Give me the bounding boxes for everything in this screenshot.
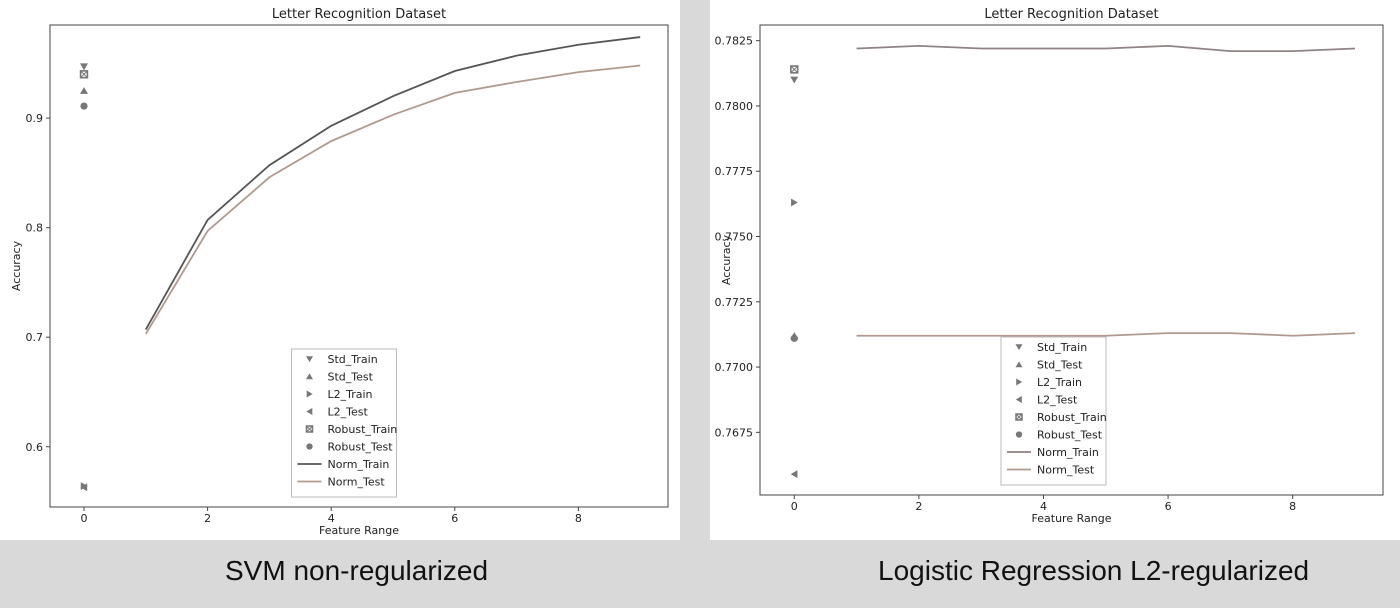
y-tick-label: 0.7 <box>26 331 44 344</box>
legend-swatch-robust-train-hatch-b <box>306 425 313 433</box>
legend-label-robust-test: Robust_Test <box>328 441 394 454</box>
legend-swatch-robust-train <box>1015 413 1023 421</box>
marker-robust-train-hatch-b <box>790 65 799 74</box>
legend-swatch-std-test <box>306 373 313 380</box>
y-tick-label: 0.7675 <box>715 426 754 439</box>
legend-label-robust-train: Robust_Train <box>328 423 398 436</box>
legend-label-l2-train: L2_Train <box>1037 376 1082 389</box>
legend-swatch-robust-train-hatch-b <box>1015 413 1023 421</box>
y-tick-label: 0.7825 <box>715 35 754 48</box>
chart-title: Letter Recognition Dataset <box>272 7 446 22</box>
legend-box <box>1000 336 1107 486</box>
legend-swatch-robust-test <box>1015 431 1023 438</box>
marker-robust-train-hatch-b <box>80 70 88 79</box>
legend-swatch-robust-train <box>305 425 314 433</box>
y-tick-label: 0.8 <box>26 222 44 235</box>
legend-label-robust-test: Robust_Test <box>1037 429 1103 442</box>
legend: Std_Train Std_Test L2_Train L2_Test Robust_T… <box>291 348 398 498</box>
y-tick-label: 0.9 <box>26 112 44 125</box>
marker-robust-test <box>790 334 798 342</box>
legend-label-norm-test: Norm_Test <box>328 476 386 489</box>
chart-panel-svm: Letter Recognition Dataset Feature Range A… <box>0 0 680 540</box>
y-tick-label: 0.6 <box>26 441 44 454</box>
x-tick-label: 0 <box>791 500 798 513</box>
marker-std-test <box>79 87 88 94</box>
legend-label-robust-train: Robust_Train <box>1037 411 1107 424</box>
series-line-norm-train <box>856 44 1356 53</box>
y-axis-label: Accuracy <box>720 234 733 285</box>
x-tick-label: 6 <box>1165 500 1172 513</box>
legend-label-l2-train: L2_Train <box>328 388 373 401</box>
marker-l2-test <box>790 470 798 479</box>
legend-label-std-train: Std_Train <box>1037 341 1087 354</box>
x-tick-label: 2 <box>204 512 211 525</box>
x-tick-label: 8 <box>575 512 582 525</box>
x-tick-label: 8 <box>1289 500 1296 513</box>
marker-std-train <box>79 63 88 71</box>
legend-label-l2-test: L2_Test <box>1037 394 1078 407</box>
legend-label-std-train: Std_Train <box>328 353 378 366</box>
chart-title: Letter Recognition Dataset <box>984 7 1158 22</box>
x-tick-label: 2 <box>915 500 922 513</box>
x-axis-label: Feature Range <box>319 524 399 537</box>
y-tick-label: 0.7775 <box>715 165 754 178</box>
legend-swatch-l2-test <box>306 408 313 415</box>
legend-label-norm-test: Norm_Test <box>1037 464 1095 477</box>
legend-label-std-test: Std_Test <box>1037 359 1083 372</box>
legend-label-std-test: Std_Test <box>328 371 374 384</box>
x-axis-label: Feature Range <box>1032 512 1112 525</box>
legend-label-l2-test: L2_Test <box>328 406 369 419</box>
legend-swatch-l2-test <box>1015 396 1022 403</box>
legend-swatch-robust-test <box>306 443 313 450</box>
marker-std-train <box>790 76 799 84</box>
chart-logreg-accuracy: Letter Recognition Dataset Feature Range A… <box>715 7 1384 525</box>
chart-panel-logreg: Letter Recognition Dataset Feature Range A… <box>710 0 1400 540</box>
series-line-norm-test <box>145 64 641 335</box>
series-line-norm-train <box>145 36 641 330</box>
y-tick-label: 0.7800 <box>715 100 754 113</box>
y-tick-label: 0.7750 <box>715 231 754 244</box>
legend: Std_Train Std_Test L2_Train L2_Test Robust_T… <box>1000 336 1107 486</box>
legend-label-norm-train: Norm_Train <box>328 458 390 471</box>
chart-svm-accuracy: Letter Recognition Dataset Feature Range A… <box>10 7 669 537</box>
x-tick-label: 6 <box>451 512 458 525</box>
marker-l2-test <box>80 483 88 492</box>
y-axis-label: Accuracy <box>10 240 23 291</box>
legend-box <box>291 348 397 498</box>
marker-robust-test <box>80 102 88 110</box>
legend-swatch-std-train <box>1015 344 1023 351</box>
x-tick-label: 4 <box>1040 500 1047 513</box>
marker-robust-train <box>790 65 799 74</box>
y-tick-label: 0.7700 <box>715 361 754 374</box>
x-tick-label: 0 <box>80 512 87 525</box>
caption-svm: SVM non-regularized <box>225 555 489 586</box>
legend-swatch-l2-train <box>306 390 313 398</box>
x-tick-label: 4 <box>328 512 335 525</box>
legend-swatch-std-train <box>306 356 313 363</box>
marker-l2-train <box>791 198 798 207</box>
y-tick-label: 0.7725 <box>715 296 754 309</box>
legend-label-norm-train: Norm_Train <box>1037 446 1099 459</box>
legend-swatch-std-test <box>1015 361 1023 368</box>
marker-robust-train <box>79 70 89 79</box>
caption-logreg: Logistic Regression L2-regularized <box>878 555 1310 586</box>
series-line-norm-test <box>856 332 1356 337</box>
legend-swatch-l2-train <box>1016 378 1023 386</box>
